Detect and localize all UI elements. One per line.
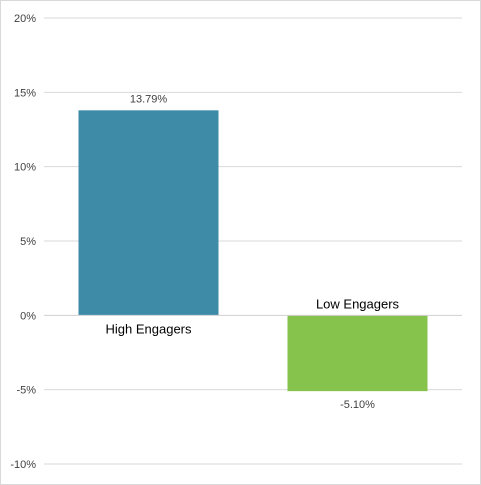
y-tick-label: 5% <box>20 236 36 248</box>
y-tick-label: 20% <box>14 13 36 25</box>
data-label: -5.10% <box>340 399 375 411</box>
y-tick-label: 10% <box>14 162 36 174</box>
y-tick-label: 15% <box>14 87 36 99</box>
category-label: Low Engagers <box>316 296 400 311</box>
y-tick-label: -5% <box>16 385 36 397</box>
y-tick-label: 0% <box>20 310 36 322</box>
category-label: High Engagers <box>106 321 192 336</box>
y-tick-label: -10% <box>10 459 36 471</box>
bar-high-engagers <box>78 110 219 316</box>
bars <box>78 110 428 392</box>
data-label: 13.79% <box>130 93 168 105</box>
y-axis-tick-labels: 20% 15% 10% 5% 0% -5% -10% <box>10 13 36 471</box>
bar-low-engagers <box>287 315 428 392</box>
labels: 13.79% High Engagers -5.10% Low Engagers <box>106 93 400 411</box>
